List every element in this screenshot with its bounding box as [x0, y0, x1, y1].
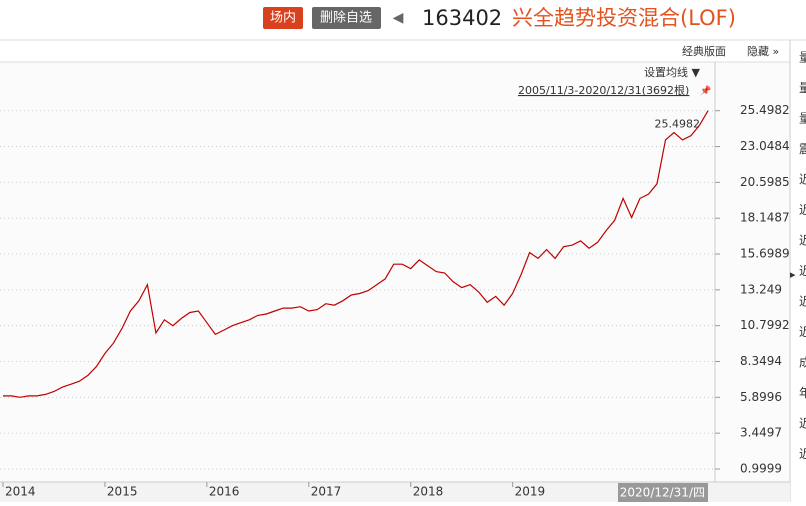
- remove-button-bg[interactable]: [312, 7, 381, 29]
- y-tick-label: 5.8996: [740, 390, 782, 404]
- layout-button[interactable]: 经典版面: [682, 44, 726, 58]
- fund-name: 兴全趋势投资混合(LOF): [512, 6, 736, 30]
- back-arrow[interactable]: ◀: [393, 10, 404, 26]
- x-axis-bg: [0, 482, 790, 502]
- y-tick-label: 3.4497: [740, 426, 782, 440]
- y-tick-label: 15.6989: [740, 247, 790, 261]
- sidebar-label: 近: [799, 325, 806, 339]
- x-tick-label: 2019: [515, 485, 546, 499]
- sidebar-label: 近: [799, 295, 806, 309]
- plot-bg: [0, 62, 790, 482]
- sidebar-label: 成: [799, 356, 806, 370]
- sidebar-label: 年: [799, 386, 806, 400]
- hide-button[interactable]: 隐藏 »: [747, 45, 779, 58]
- remove-button[interactable]: 删除自选: [320, 11, 372, 26]
- ma-setting[interactable]: 设置均线 ▼: [644, 65, 700, 79]
- y-tick-label: 0.9999: [740, 461, 782, 475]
- sidebar-label: 震: [799, 142, 806, 156]
- sidebar-label: 近: [799, 447, 806, 461]
- sidebar-arrow[interactable]: ▸: [790, 268, 796, 281]
- market-badge: 场内: [270, 10, 296, 26]
- y-tick-label: 10.7992: [740, 318, 790, 332]
- x-tick-label: 2017: [311, 485, 342, 499]
- sidebar-label: 近: [799, 417, 806, 431]
- cursor-label-bg: [618, 483, 708, 502]
- sidebar-label: 量: [799, 51, 806, 65]
- y-tick-label: 25.4982: [740, 103, 790, 117]
- sidebar-label: 近: [799, 264, 806, 278]
- x-tick-label: 2018: [413, 485, 444, 499]
- y-tick-label: 18.1487: [740, 211, 790, 225]
- sidebar-label: 近: [799, 203, 806, 217]
- pin[interactable]: 📌: [700, 85, 711, 97]
- y-tick-label: 13.249: [740, 282, 782, 296]
- x-tick-label: 2016: [209, 485, 240, 499]
- y-tick-label: 23.0484: [740, 139, 790, 153]
- x-tick-label: 2014: [5, 485, 36, 499]
- header-bar: [0, 0, 806, 38]
- x-cursor-label: 2020/12/31/四: [620, 486, 705, 500]
- fund-code: 163402: [422, 6, 502, 30]
- x-tick-label: 2015: [107, 485, 138, 499]
- max-label: 25.4982: [655, 118, 701, 131]
- sidebar-label: 近: [799, 173, 806, 187]
- y-tick-label: 20.5985: [740, 175, 790, 189]
- sidebar-label: 量: [799, 81, 806, 95]
- sidebar-label: 量: [799, 112, 806, 126]
- sidebar-label: 近: [799, 234, 806, 248]
- price-line: [3, 110, 709, 398]
- market-badge-bg: [263, 7, 303, 29]
- y-tick-label: 8.3494: [740, 354, 782, 368]
- date-range[interactable]: 2005/11/3-2020/12/31(3692根): [518, 83, 689, 97]
